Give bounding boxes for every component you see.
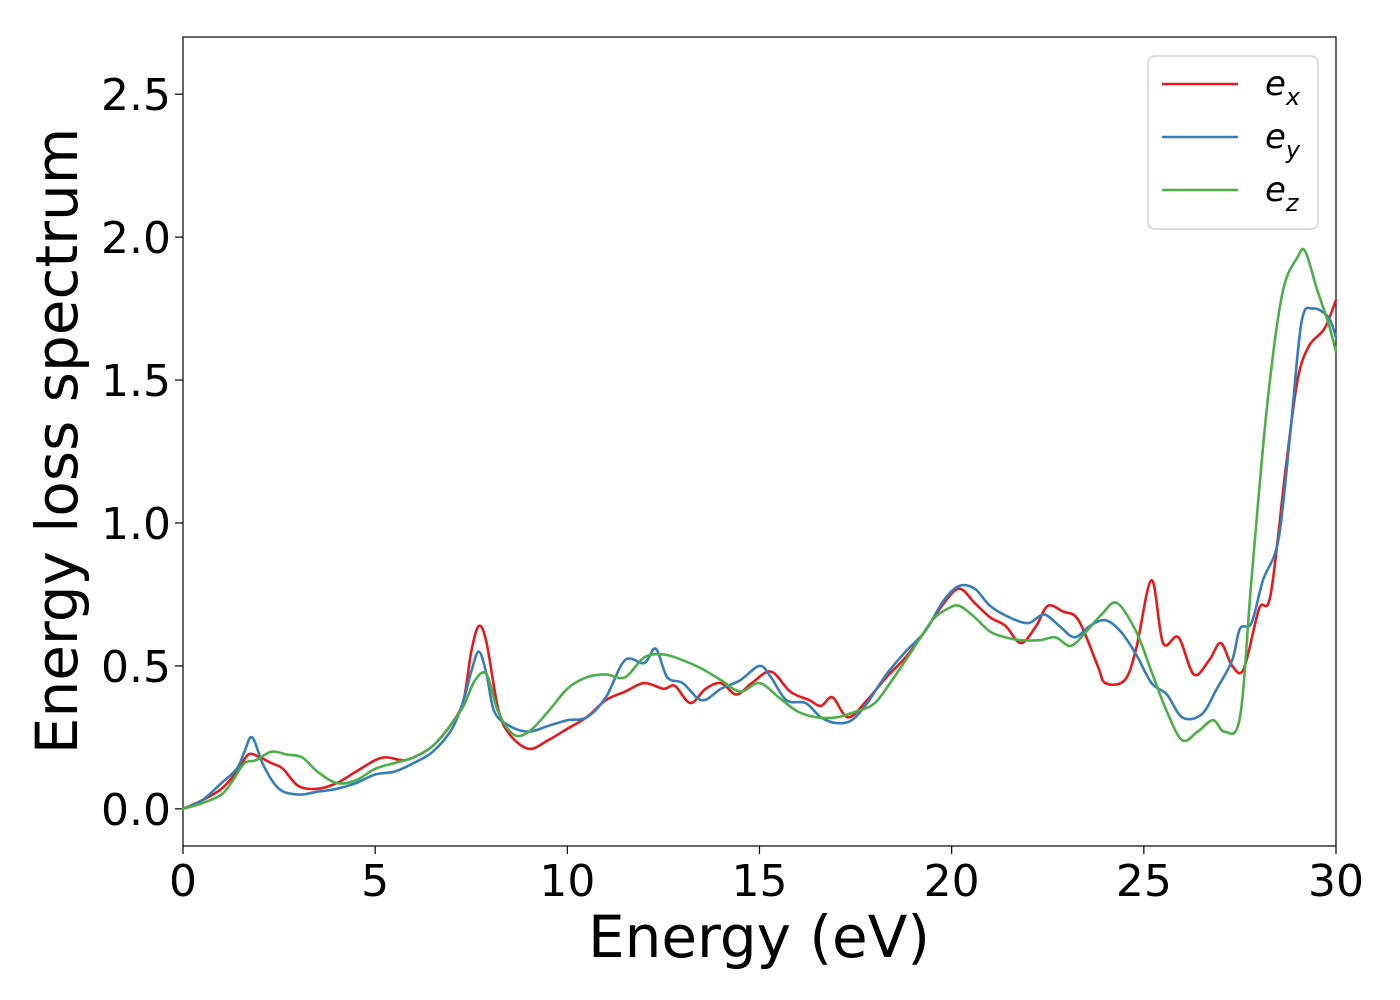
legend-label-base: e bbox=[1265, 170, 1286, 210]
x-tick-label: 0 bbox=[169, 856, 197, 907]
legend-label-subscript: x bbox=[1285, 83, 1301, 111]
x-tick-label: 10 bbox=[539, 856, 595, 907]
legend-label-ex: ex bbox=[1265, 64, 1301, 111]
legend-label-base: e bbox=[1265, 117, 1286, 157]
series-layer bbox=[181, 247, 1338, 811]
legend-box bbox=[1147, 55, 1319, 230]
y-tick-label: 1.0 bbox=[101, 499, 171, 550]
series-line-ez bbox=[181, 247, 1338, 811]
legend-label-subscript: y bbox=[1285, 136, 1301, 164]
series-line-ex bbox=[181, 298, 1338, 811]
x-tick-label: 15 bbox=[732, 856, 788, 907]
legend-label-ez: ez bbox=[1265, 170, 1300, 217]
legend-label-subscript: z bbox=[1285, 189, 1300, 217]
x-tick-label: 5 bbox=[361, 856, 389, 907]
y-tick-label: 2.0 bbox=[101, 213, 171, 264]
y-tick-label: 1.5 bbox=[101, 356, 171, 407]
legend-label-base: e bbox=[1265, 64, 1286, 104]
x-axis-label: Energy (eV) bbox=[588, 903, 930, 971]
series-line-ey bbox=[181, 306, 1338, 811]
ticks: 0 5 10 15 20 25 30 0.0 0.5 1.0 1.5 2.0 2.5 bbox=[101, 70, 1364, 907]
x-tick-label: 25 bbox=[1116, 856, 1172, 907]
y-tick-label: 2.5 bbox=[101, 70, 171, 121]
y-tick-label: 0.0 bbox=[101, 785, 171, 836]
legend-label-ey: ey bbox=[1265, 117, 1301, 164]
y-axis-label: Energy loss spectrum bbox=[23, 128, 91, 754]
x-tick-label: 30 bbox=[1308, 856, 1364, 907]
x-tick-label: 20 bbox=[924, 856, 980, 907]
y-tick-label: 0.5 bbox=[101, 642, 171, 693]
